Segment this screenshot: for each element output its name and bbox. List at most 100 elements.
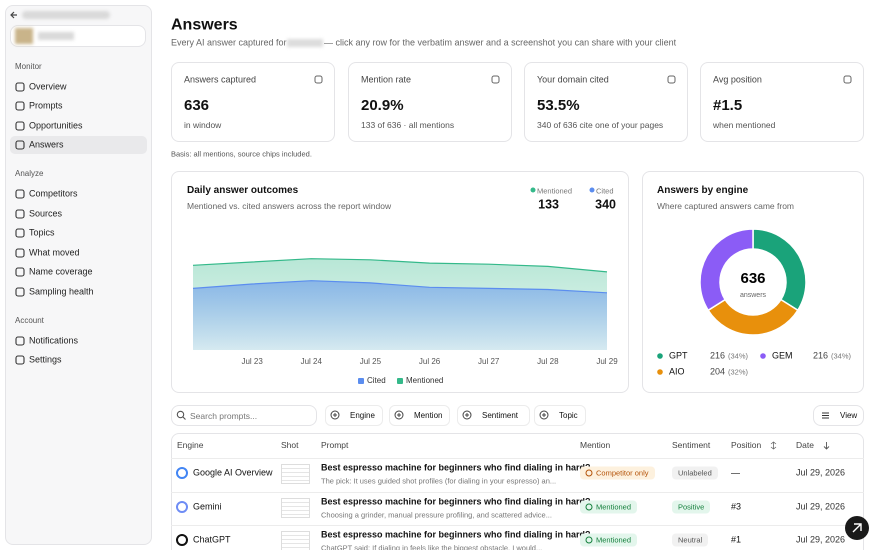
- legend-label: GPT: [669, 350, 688, 361]
- legend-marker: [530, 187, 536, 193]
- kpi-icon: [491, 75, 500, 84]
- legend-label: Mentioned: [406, 376, 444, 386]
- mention-badge: Competitor only: [580, 466, 655, 480]
- nav-item[interactable]: Opportunities: [29, 120, 83, 131]
- help-button[interactable]: [845, 516, 869, 540]
- legend-value: 204: [709, 366, 725, 377]
- icon-shape: [15, 140, 25, 150]
- legend-percent: (34%): [831, 351, 852, 361]
- section-title: Account: [15, 316, 44, 326]
- nav-item[interactable]: Competitors: [29, 188, 78, 199]
- nav-item[interactable]: Prompts: [29, 100, 63, 111]
- icon-shape: [330, 410, 340, 420]
- column-header: Shot: [281, 439, 299, 450]
- filter-chip[interactable]: [534, 405, 586, 426]
- legend-total: 340: [595, 197, 616, 212]
- legend-marker: [358, 378, 364, 384]
- subtitle: Every AI answer captured for: [171, 37, 287, 48]
- chart-card: [642, 171, 864, 393]
- nav-icon: [15, 228, 25, 238]
- date: Jul 29, 2026: [796, 534, 846, 545]
- icon-shape: [462, 410, 472, 420]
- search-box[interactable]: [171, 405, 317, 426]
- screenshot-thumb[interactable]: [281, 531, 310, 550]
- filter-chip[interactable]: [457, 405, 530, 426]
- icon-shape: [822, 412, 829, 419]
- row-divider: [171, 458, 864, 459]
- search-placeholder: Search prompts...: [190, 410, 258, 421]
- chip-label: Sentiment: [482, 411, 519, 421]
- view-button[interactable]: [813, 405, 864, 426]
- x-tick-label: Jul 27: [478, 357, 500, 366]
- icon-shape: [394, 410, 404, 420]
- legend-marker: [760, 353, 766, 359]
- screenshot-thumb[interactable]: [281, 464, 310, 484]
- icon-shape: [542, 413, 546, 417]
- chip-icon: [462, 410, 472, 420]
- nav-icon: [15, 189, 25, 199]
- nav-item[interactable]: Sampling health: [29, 286, 94, 297]
- icon-shape: [333, 413, 337, 417]
- nav-item[interactable]: Answers: [29, 139, 64, 150]
- kpi-icon: [843, 75, 852, 84]
- nav-icon: [15, 267, 25, 277]
- engine-icon: [176, 534, 188, 546]
- legend-value: 216: [709, 350, 725, 361]
- nav-item[interactable]: Topics: [29, 227, 55, 238]
- screenshot-thumb[interactable]: [281, 498, 310, 518]
- area: [193, 280, 607, 350]
- prompt: Best espresso machine for beginners who …: [321, 529, 591, 540]
- nav-icon: [15, 287, 25, 297]
- basis-note: Basis: all mentions, source chips includ…: [171, 149, 312, 159]
- icon-shape: [176, 467, 188, 479]
- redacted: [287, 39, 323, 47]
- icon-shape: [15, 209, 25, 219]
- icon-shape: [176, 534, 188, 546]
- kpi-icon: [314, 75, 323, 84]
- icon-shape: [585, 469, 593, 477]
- engine-name: Gemini: [193, 501, 222, 512]
- x-tick-label: Jul 25: [360, 357, 382, 366]
- back-arrow[interactable]: [9, 10, 19, 20]
- icon-shape: [585, 503, 593, 511]
- nav-item[interactable]: Sources: [29, 208, 63, 219]
- section-title: Monitor: [15, 62, 42, 72]
- icon-shape: [15, 189, 25, 199]
- icon-shape: [314, 75, 323, 84]
- badge-icon: [585, 469, 593, 477]
- nav-icon: [15, 248, 25, 258]
- badge-icon: [585, 536, 593, 544]
- redacted: [15, 28, 33, 44]
- nav-item[interactable]: Overview: [29, 81, 67, 92]
- icon-shape: [15, 287, 25, 297]
- active-item-bg: [10, 136, 147, 154]
- position: —: [731, 467, 740, 478]
- icon-shape: [15, 336, 25, 346]
- position: #3: [731, 501, 742, 512]
- kpi-sub: 133 of 636 · all mentions: [361, 119, 455, 130]
- workspace-select[interactable]: [10, 25, 146, 47]
- area-chart: Jul 23 Jul 24 Jul 25 Jul 26 Jul 27 Jul 28 Jul …: [192, 258, 618, 366]
- legend-swatch: [358, 378, 364, 384]
- nav-item[interactable]: Notifications: [29, 335, 79, 346]
- legend-marker: [397, 378, 403, 384]
- sort-icon: [823, 442, 830, 450]
- filter-chip[interactable]: [325, 405, 383, 426]
- nav-item[interactable]: Name coverage: [29, 266, 93, 277]
- snippet: Choosing a grinder, manual pressure prof…: [321, 510, 552, 520]
- legend-dot: [530, 187, 536, 193]
- nav-item[interactable]: What moved: [29, 247, 80, 258]
- nav-item[interactable]: Settings: [29, 354, 62, 365]
- kpi-label: Your domain cited: [537, 74, 609, 85]
- legend-dot: [657, 353, 663, 359]
- kpi-card: [700, 62, 864, 142]
- donut-center-value: 636: [740, 270, 765, 287]
- page-title: Answers: [171, 16, 238, 34]
- icon-shape: [667, 75, 676, 84]
- filter-chip[interactable]: [389, 405, 450, 426]
- x-tick-label: Jul 28: [537, 357, 559, 366]
- kpi-label: Answers captured: [184, 74, 257, 85]
- engine-name: Google AI Overview: [193, 467, 273, 478]
- icon-shape: [15, 228, 25, 238]
